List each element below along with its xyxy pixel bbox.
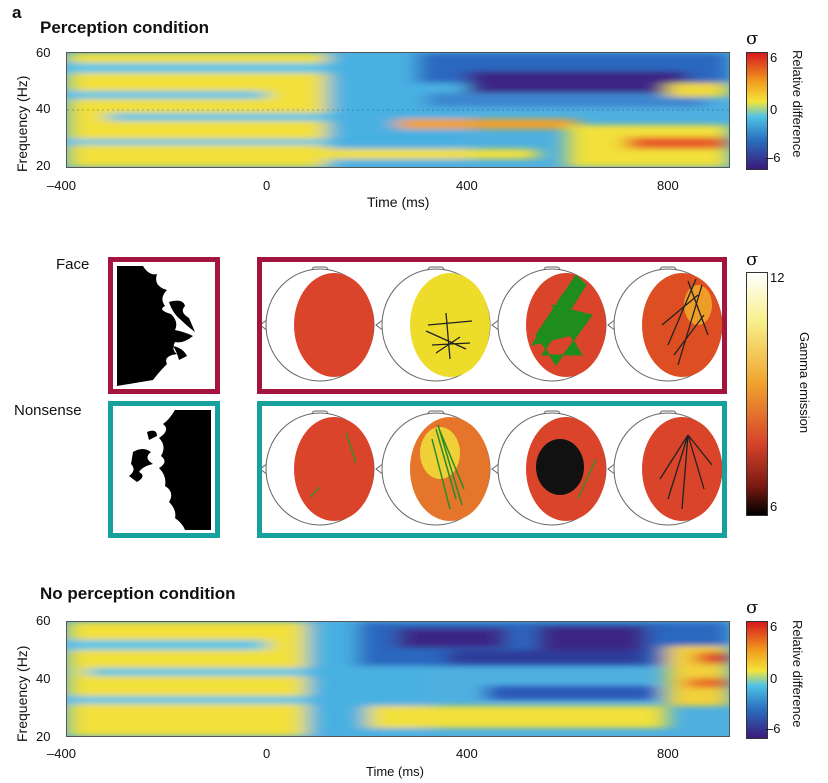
face-head-1-fill <box>294 273 374 377</box>
bottom-cbar-tick-6: 6 <box>770 619 778 634</box>
face-stimulus-frame <box>108 257 220 394</box>
bottom-cbar-sigma: σ <box>746 597 759 618</box>
top-xlabel: Time (ms) <box>367 194 430 210</box>
nonsense-headmaps <box>259 410 723 526</box>
mooney-face-image <box>117 266 195 386</box>
bottom-xtick-m400: –400 <box>47 746 76 761</box>
top-xtick-400: 400 <box>456 178 478 193</box>
bottom-ytick-60: 60 <box>36 613 51 628</box>
face-headmaps <box>259 266 723 382</box>
nonsense-headmap-1 <box>259 410 375 526</box>
bottom-ylabel: Frequency (Hz) <box>14 645 30 742</box>
top-cbar-label: Relative difference <box>790 50 805 158</box>
bottom-xtick-800: 800 <box>657 746 679 761</box>
top-ytick-40: 40 <box>36 101 51 116</box>
bottom-colorbar <box>746 621 768 739</box>
row-label-nonsense: Nonsense <box>14 402 82 419</box>
mid-cbar-tick-6: 6 <box>770 499 778 514</box>
bottom-heatmap <box>66 621 730 737</box>
mid-cbar-sigma: σ <box>746 249 759 270</box>
top-xtick-0: 0 <box>263 178 271 193</box>
top-heatmap <box>66 52 730 168</box>
row-label-face: Face <box>56 256 90 273</box>
mooney-nonsense-image <box>129 410 211 530</box>
top-xtick-m400: –400 <box>47 178 76 193</box>
nonsense-headmap-2 <box>375 410 491 526</box>
top-cbar-tick-6: 6 <box>770 50 778 65</box>
face-headmap-frame <box>257 257 727 394</box>
mid-cbar-label: Gamma emission <box>797 332 812 434</box>
top-panel-title: Perception condition <box>40 18 210 37</box>
face-headmap-2 <box>375 266 491 382</box>
top-xtick-800: 800 <box>657 178 679 193</box>
bottom-cbar-label: Relative difference <box>790 620 805 728</box>
bottom-xlabel: Time (ms) <box>366 764 425 779</box>
nonsense-headmap-frame <box>257 401 727 538</box>
top-ytick-60: 60 <box>36 45 51 60</box>
top-cbar-sigma: σ <box>746 28 759 49</box>
face-headmap-3 <box>491 266 607 382</box>
face-headmap-4 <box>607 266 723 382</box>
face-headmap-1 <box>259 266 375 382</box>
top-cbar-tick-0: 0 <box>770 102 778 117</box>
bottom-panel-title: No perception condition <box>40 584 236 603</box>
nonsense-headmap-4 <box>607 410 723 526</box>
top-colorbar <box>746 52 768 170</box>
bottom-cbar-tick-m6: –6 <box>766 721 781 736</box>
nonsense-stimulus-frame <box>108 401 220 538</box>
top-ytick-20: 20 <box>36 158 51 173</box>
bottom-ytick-20: 20 <box>36 729 51 744</box>
top-ylabel: Frequency (Hz) <box>14 75 30 172</box>
face-head-4-fill <box>642 273 722 377</box>
panel-letter: a <box>12 3 22 22</box>
bottom-xtick-0: 0 <box>263 746 271 761</box>
top-cbar-tick-m6: –6 <box>766 150 781 165</box>
face-head-2-fill <box>410 273 490 377</box>
bottom-cbar-tick-0: 0 <box>770 671 778 686</box>
bottom-ytick-40: 40 <box>36 671 51 686</box>
bottom-xtick-400: 400 <box>456 746 478 761</box>
nonsense-headmap-3 <box>491 410 607 526</box>
mid-cbar-tick-12: 12 <box>770 270 785 285</box>
mid-colorbar <box>746 272 768 516</box>
